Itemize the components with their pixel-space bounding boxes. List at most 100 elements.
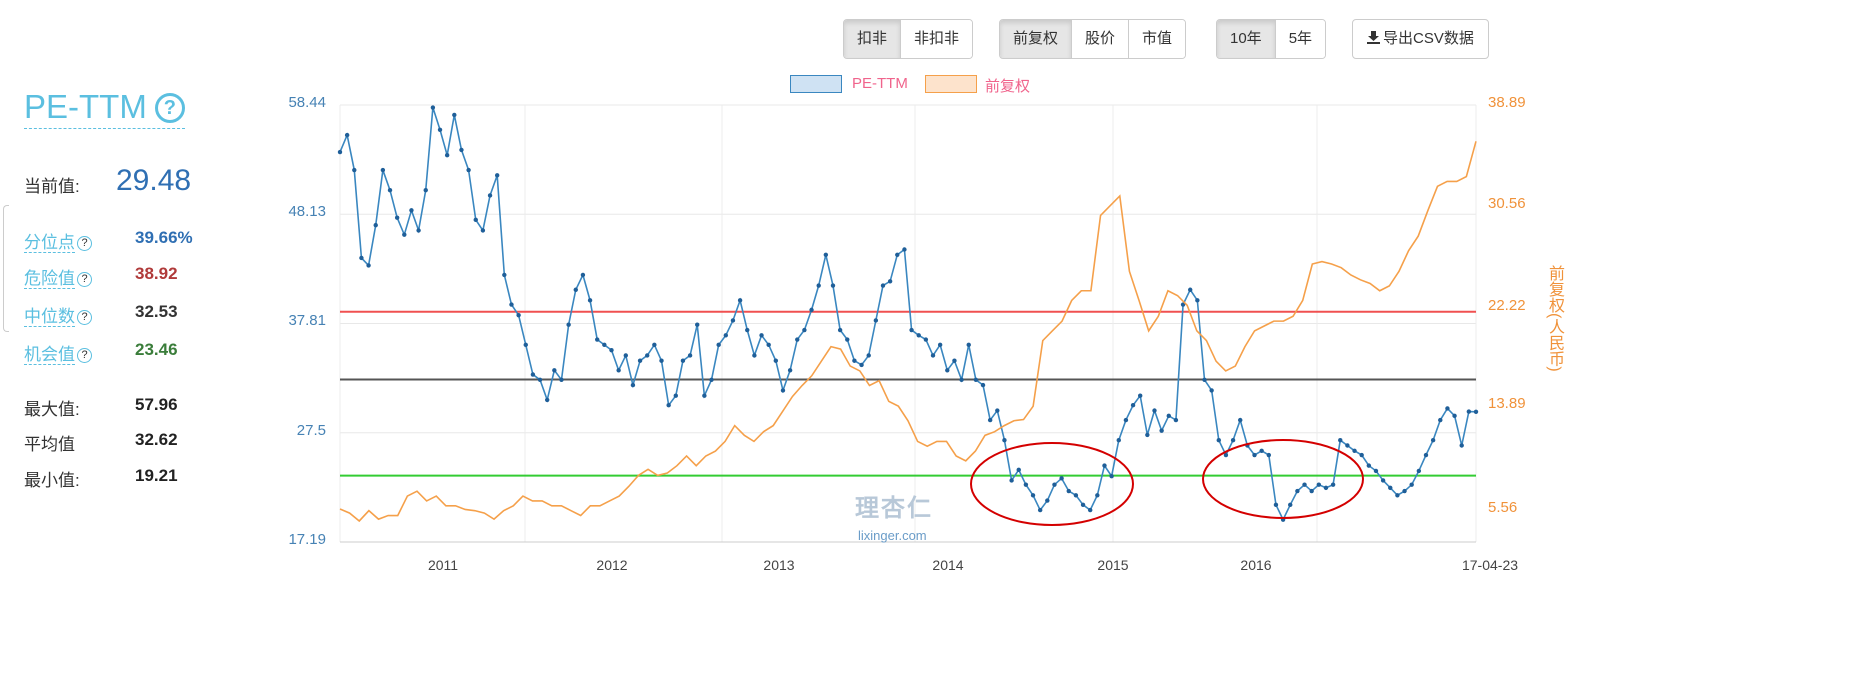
right-axis-tick: 38.89	[1488, 94, 1526, 111]
legend-label-price[interactable]: 前复权	[985, 78, 1031, 95]
legend-label-pe[interactable]: PE-TTM	[852, 75, 908, 92]
data-point	[1016, 467, 1021, 473]
stat-label-2[interactable]: 中位数?	[24, 302, 92, 327]
price-mode-group: 前复权 股价 市值	[999, 19, 1187, 59]
data-point	[587, 298, 593, 303]
stat-value-1: 38.92	[135, 264, 178, 283]
data-point	[1116, 437, 1121, 443]
x-axis-tick: 2013	[763, 557, 795, 573]
deducted-button[interactable]: 扣非	[844, 20, 902, 58]
data-point	[1030, 493, 1036, 498]
data-point	[702, 393, 707, 398]
data-point	[494, 173, 500, 178]
right-axis-tick: 13.89	[1488, 395, 1526, 412]
data-point	[1345, 443, 1350, 448]
data-point	[873, 318, 879, 323]
x-axis-tick: 17-04-23	[1461, 557, 1519, 573]
data-point	[1209, 388, 1214, 393]
data-point	[1087, 507, 1093, 513]
data-point	[1409, 482, 1414, 487]
data-point	[973, 377, 979, 383]
data-point	[1295, 488, 1300, 494]
data-point	[1066, 488, 1071, 494]
series-line-pe	[339, 107, 1477, 522]
help-icon[interactable]: ?	[77, 310, 92, 325]
metric-title[interactable]: PE-TTM?	[24, 88, 185, 129]
data-point	[1045, 498, 1050, 503]
legend-swatch-price[interactable]	[925, 75, 977, 93]
legend-swatch-pe[interactable]	[790, 75, 842, 93]
data-point	[1188, 287, 1193, 292]
help-icon[interactable]: ?	[77, 272, 92, 287]
data-point	[1445, 406, 1450, 411]
data-point	[1402, 488, 1407, 494]
forward-adjusted-button[interactable]: 前复权	[1000, 20, 1073, 58]
period-10y-button[interactable]: 10年	[1217, 20, 1276, 58]
data-point	[880, 283, 886, 288]
data-point	[1430, 437, 1436, 443]
data-point	[837, 327, 843, 333]
data-point	[845, 337, 850, 342]
data-point	[1416, 468, 1422, 474]
help-icon[interactable]: ?	[77, 348, 92, 363]
data-point	[1052, 482, 1057, 487]
stat-label-text: 中位数	[24, 307, 75, 327]
stat-value-2: 32.53	[135, 302, 178, 321]
data-point	[1238, 417, 1243, 423]
export-csv-button[interactable]: 导出CSV数据	[1352, 19, 1489, 59]
data-point	[1288, 502, 1293, 508]
help-icon[interactable]: ?	[77, 236, 92, 251]
data-point	[930, 353, 936, 358]
data-point	[709, 377, 714, 383]
data-point	[645, 353, 650, 358]
right-axis-title: 前复权(人民币)	[1546, 265, 1563, 372]
data-point	[959, 377, 964, 383]
stat-label-3[interactable]: 机会值?	[24, 340, 92, 365]
data-point	[566, 322, 571, 327]
data-point	[1138, 393, 1143, 398]
export-label: 导出CSV数据	[1383, 30, 1474, 47]
data-point	[1359, 452, 1364, 458]
non-deducted-button[interactable]: 非扣非	[901, 20, 973, 58]
data-point	[1388, 485, 1393, 491]
data-point	[1059, 476, 1064, 481]
data-point	[1466, 409, 1472, 414]
left-axis-tick: 37.81	[288, 312, 326, 329]
data-point	[552, 368, 557, 373]
annotation-ellipse	[970, 442, 1134, 526]
data-point	[423, 187, 428, 193]
help-icon[interactable]: ?	[154, 93, 185, 123]
data-point	[609, 347, 614, 353]
data-point	[509, 302, 514, 307]
stock-price-button[interactable]: 股价	[1072, 20, 1130, 58]
data-point	[1202, 377, 1207, 383]
data-point	[430, 105, 436, 110]
data-point	[673, 393, 678, 398]
data-point	[823, 252, 829, 257]
data-point	[1080, 502, 1086, 508]
market-cap-button[interactable]: 市值	[1129, 20, 1186, 58]
period-group: 10年 5年	[1216, 19, 1327, 59]
stat-label-0[interactable]: 分位点?	[24, 228, 92, 253]
data-point	[359, 255, 364, 261]
data-point	[937, 342, 943, 348]
period-5y-button[interactable]: 5年	[1275, 20, 1326, 58]
data-point	[1316, 482, 1322, 487]
data-point	[802, 327, 807, 333]
stat-value-3: 23.46	[135, 340, 178, 359]
data-point	[487, 193, 493, 198]
summary-value-1: 32.62	[135, 430, 178, 449]
data-point	[1252, 452, 1257, 458]
data-point	[1152, 408, 1157, 413]
data-point	[987, 417, 993, 423]
data-point	[1459, 443, 1464, 448]
data-point	[444, 153, 450, 158]
stat-value-0: 39.66%	[135, 228, 193, 247]
data-point	[1145, 432, 1150, 438]
data-point	[616, 368, 621, 373]
data-point	[516, 312, 521, 318]
data-point	[1123, 417, 1129, 423]
data-point	[409, 208, 414, 213]
data-point	[866, 353, 871, 358]
stat-label-1[interactable]: 危险值?	[24, 264, 92, 289]
